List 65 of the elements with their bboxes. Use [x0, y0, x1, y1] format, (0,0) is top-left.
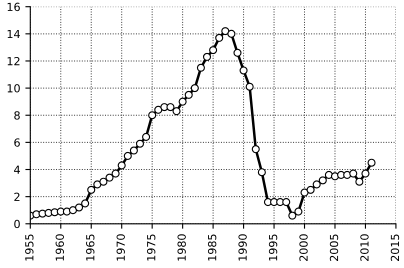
y-tick-label: 6 [14, 138, 20, 147]
point [227, 30, 236, 38]
y-tick-label: 4 [14, 166, 20, 174]
point [75, 203, 84, 212]
point [294, 208, 302, 216]
point [215, 34, 224, 42]
point [93, 180, 102, 188]
point [300, 188, 309, 197]
point [112, 170, 120, 178]
point [81, 199, 90, 208]
point [258, 168, 266, 176]
x-tick-label: 1985 [208, 234, 216, 261]
x-tick-label: 1955 [25, 234, 34, 261]
point [184, 90, 193, 99]
point [361, 170, 370, 178]
point [196, 64, 205, 72]
x-tick-label: 2005 [330, 234, 338, 261]
x-tick-label: 1980 [177, 234, 186, 261]
x-tick-label: 1995 [268, 234, 278, 261]
point [306, 186, 315, 194]
y-tick-label: 0 [14, 220, 20, 228]
x-tick-label: 2015 [390, 234, 400, 261]
point [166, 103, 174, 112]
point [172, 107, 181, 116]
point [349, 170, 358, 178]
point [240, 66, 248, 74]
x-tick-label: 1970 [116, 234, 125, 261]
point [233, 48, 242, 57]
point [105, 174, 114, 182]
point [368, 158, 376, 167]
point [312, 180, 321, 188]
point [148, 111, 156, 120]
point [343, 170, 352, 179]
point [221, 27, 230, 36]
y-tick-label: 10 [8, 84, 20, 92]
point [130, 146, 138, 155]
point [202, 52, 212, 61]
point [87, 186, 96, 194]
point [288, 212, 296, 220]
y-tick-label: 16 [8, 2, 20, 12]
point [99, 178, 108, 186]
x-tick-label: 1960 [56, 234, 64, 261]
x-tick-label: 1965 [86, 234, 94, 261]
point [142, 132, 150, 141]
point [178, 98, 187, 106]
x-tick-label: 1975 [146, 234, 156, 261]
y-tick-label: 12 [8, 56, 20, 66]
point [124, 152, 132, 160]
point [209, 46, 218, 54]
x-tick-label: 1990 [238, 234, 247, 261]
point [190, 84, 199, 92]
y-tick-label: 2 [14, 192, 20, 201]
x-tick-label: 2010 [360, 234, 369, 261]
point [246, 82, 254, 91]
point [68, 206, 77, 214]
point [252, 145, 260, 154]
point [118, 161, 126, 170]
y-tick-label: 8 [14, 111, 20, 120]
point [154, 106, 162, 114]
x-tick-label: 2000 [299, 234, 308, 261]
point [136, 140, 144, 148]
point [282, 198, 290, 206]
point [318, 176, 327, 184]
point [355, 178, 364, 186]
y-tick-label: 14 [8, 30, 20, 38]
